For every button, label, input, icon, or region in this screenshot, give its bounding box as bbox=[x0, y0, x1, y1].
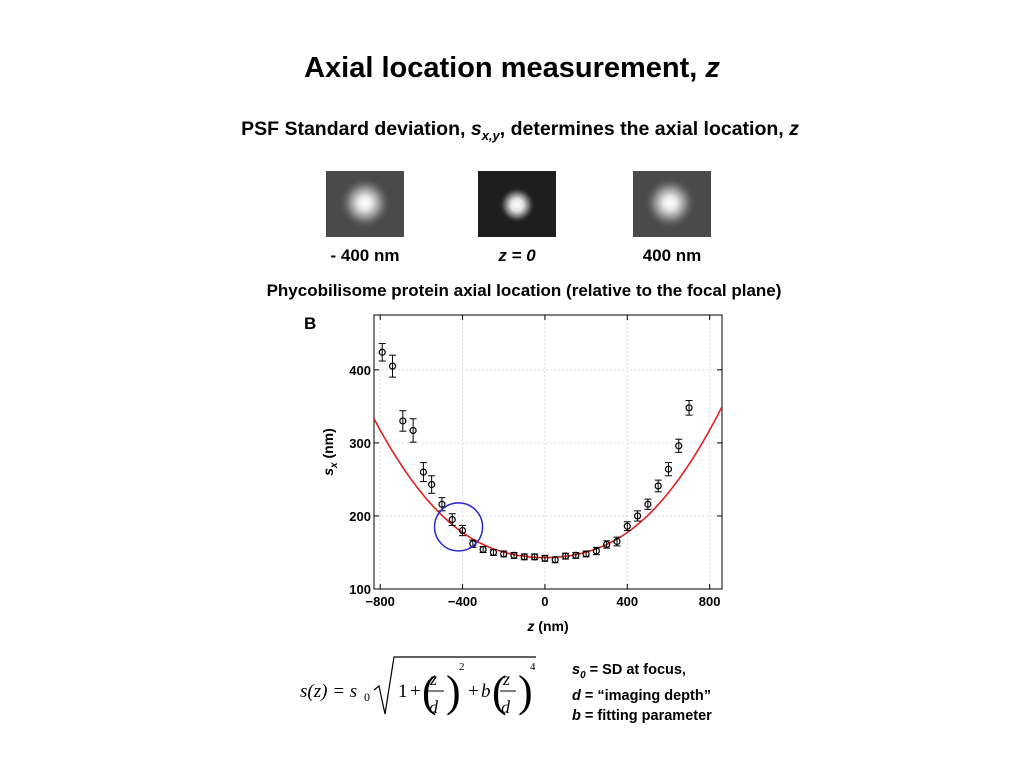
data-point-30 bbox=[685, 404, 693, 412]
y-tick-label-0: 100 bbox=[349, 582, 371, 597]
data-point-29 bbox=[675, 442, 683, 450]
data-point-10 bbox=[479, 545, 487, 554]
data-point-21 bbox=[592, 547, 600, 555]
legend-s0: s0 = SD at focus, bbox=[572, 662, 686, 681]
x-tick-label-2: 0 bbox=[541, 594, 548, 609]
data-point-18 bbox=[561, 552, 570, 560]
formula-one: 1 bbox=[398, 681, 408, 702]
psf-image-focus bbox=[478, 171, 556, 237]
legend-b: b = fitting parameter bbox=[572, 707, 712, 724]
data-point-25 bbox=[633, 512, 642, 520]
data-point-4 bbox=[419, 468, 428, 476]
formula-den-1: d bbox=[429, 697, 439, 717]
y-tick-label-3: 400 bbox=[349, 363, 371, 378]
psf-image-plus-400 bbox=[633, 171, 711, 237]
formula-exp-1: 2 bbox=[459, 661, 465, 673]
formula-lhs: s(z) = s bbox=[300, 681, 357, 702]
data-point-27 bbox=[654, 482, 662, 490]
y-axis-label: sx (nm) bbox=[320, 428, 340, 476]
data-point-0 bbox=[378, 348, 386, 356]
formula-plus-1: + bbox=[410, 681, 421, 702]
fit-curve bbox=[374, 406, 722, 559]
y-tick-label-1: 200 bbox=[349, 509, 371, 524]
parameter-legend: s0 = SD at focus, d = “imaging depth” b … bbox=[572, 660, 712, 726]
plot-frame bbox=[373, 314, 723, 590]
data-point-23 bbox=[613, 537, 621, 546]
formula-sqrt bbox=[373, 656, 536, 715]
data-point-5 bbox=[428, 480, 436, 489]
data-point-7 bbox=[448, 515, 456, 524]
page-title: Axial location measurement, z bbox=[304, 52, 720, 84]
data-point-12 bbox=[500, 550, 508, 558]
formula-b: b bbox=[481, 681, 491, 702]
formula-paren-open-2: ( bbox=[492, 667, 507, 716]
formula-paren-close-1: ) bbox=[446, 667, 461, 716]
data-point-2 bbox=[399, 417, 407, 425]
data-point-15 bbox=[531, 553, 539, 561]
data-point-13 bbox=[510, 551, 518, 559]
x-tick-label-1: −400 bbox=[448, 594, 477, 609]
formula-exp-2: 4 bbox=[530, 661, 536, 673]
psf-label-minus-400: - 400 nm bbox=[330, 246, 400, 265]
y-tick-label-2: 300 bbox=[349, 436, 371, 451]
psf-label-focus: z = 0 bbox=[498, 246, 536, 265]
data-point-22 bbox=[603, 540, 611, 549]
data-point-26 bbox=[644, 500, 652, 508]
data-point-8 bbox=[458, 526, 467, 535]
data-point-17 bbox=[551, 556, 559, 564]
data-point-24 bbox=[623, 522, 631, 530]
highlight-circle bbox=[433, 502, 484, 552]
formula-plus-2: + bbox=[468, 681, 479, 702]
psf-image-minus-400 bbox=[326, 171, 404, 237]
data-point-28 bbox=[664, 465, 673, 473]
x-tick-label-0: −800 bbox=[366, 594, 395, 609]
subtitle: PSF Standard deviation, sx,y, determines… bbox=[241, 118, 799, 143]
fit-formula: s(z) = s 0 1 + ( z d ) 2 + b ( z d ) 4 bbox=[300, 656, 536, 717]
data-point-11 bbox=[489, 548, 498, 557]
formula-lhs-sub: 0 bbox=[364, 690, 370, 704]
formula-den-2: d bbox=[501, 697, 511, 717]
data-point-3 bbox=[409, 426, 417, 435]
panel-label: B bbox=[304, 314, 316, 333]
x-tick-label-4: 800 bbox=[699, 594, 721, 609]
chart-caption: Phycobilisome protein axial location (re… bbox=[266, 281, 782, 300]
x-tick-label-3: 400 bbox=[616, 594, 638, 609]
psf-label-plus-400: 400 nm bbox=[642, 246, 702, 265]
legend-d: d = “imaging depth” bbox=[572, 687, 711, 704]
data-point-6 bbox=[438, 500, 446, 508]
formula-paren-close-2: ) bbox=[518, 667, 533, 716]
data-point-16 bbox=[541, 554, 549, 562]
sx-vs-z-chart: −800 −400 0 400 800 100 200 300 400 Bz (nm) sx (nm… bbox=[304, 314, 723, 634]
data-point-20 bbox=[582, 550, 590, 558]
data-point-19 bbox=[572, 551, 580, 559]
data-point-1 bbox=[388, 362, 397, 370]
data-point-14 bbox=[520, 553, 528, 561]
formula-num-2: z bbox=[502, 669, 510, 689]
x-axis-label: z (nm) bbox=[526, 618, 568, 634]
formula-num-1: z bbox=[429, 669, 437, 689]
